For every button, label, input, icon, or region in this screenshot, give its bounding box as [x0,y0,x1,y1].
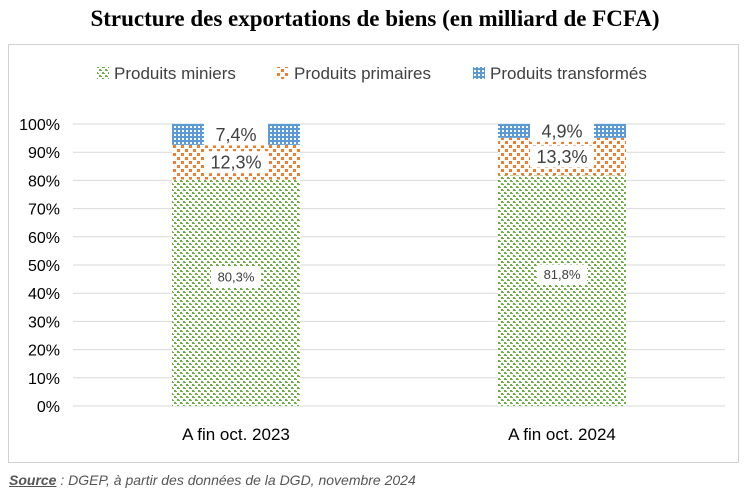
y-tick-label: 30% [28,314,60,331]
data-label: 81,8% [544,267,581,282]
legend-label: Produits transformés [490,64,647,83]
x-category-label: A fin oct. 2023 [182,425,290,444]
bar-segment [498,175,626,406]
data-label-bg [530,119,594,142]
data-label: 7,4% [215,125,256,145]
data-label-bg [537,264,587,285]
data-label: 80,3% [218,270,255,285]
x-category-label: A fin oct. 2024 [508,425,616,444]
legend-swatch [277,67,289,79]
data-label-bg [211,266,261,287]
y-tick-label: 100% [19,117,60,134]
source-note: Source : DGEP, à partir des données de l… [9,472,416,488]
data-label: 12,3% [210,153,261,173]
data-label-bg [204,151,268,174]
legend-swatch [473,67,485,79]
data-label-bg [204,123,268,146]
source-label: Source [9,472,57,488]
y-tick-label: 80% [28,173,60,190]
legend-label: Produits miniers [114,64,236,83]
legend-swatch [97,67,109,79]
data-label: 4,9% [541,121,582,141]
y-tick-label: 90% [28,145,60,162]
y-tick-label: 70% [28,202,60,219]
data-label-bg [530,145,594,168]
y-tick-label: 10% [28,371,60,388]
source-text: : DGEP, à partir des données de la DGD, … [56,472,416,488]
y-tick-label: 60% [28,230,60,247]
stacked-bar-chart: 80,3% 12,3% 7,4% 81,8% 13,3% 4,9% 0% 10% 20% 30%… [19,64,725,444]
legend-label: Produits primaires [294,64,431,83]
chart-frame: 80,3% 12,3% 7,4% 81,8% 13,3% 4,9% 0% 10% 20% 30%… [8,44,739,463]
y-tick-label: 50% [28,258,60,275]
y-tick-label: 40% [28,286,60,303]
data-label: 13,3% [536,147,587,167]
bar-segment [172,179,300,406]
chart-title: Structure des exportations de biens (en … [90,6,660,31]
y-tick-label: 20% [28,343,60,360]
y-tick-label: 0% [37,399,60,416]
